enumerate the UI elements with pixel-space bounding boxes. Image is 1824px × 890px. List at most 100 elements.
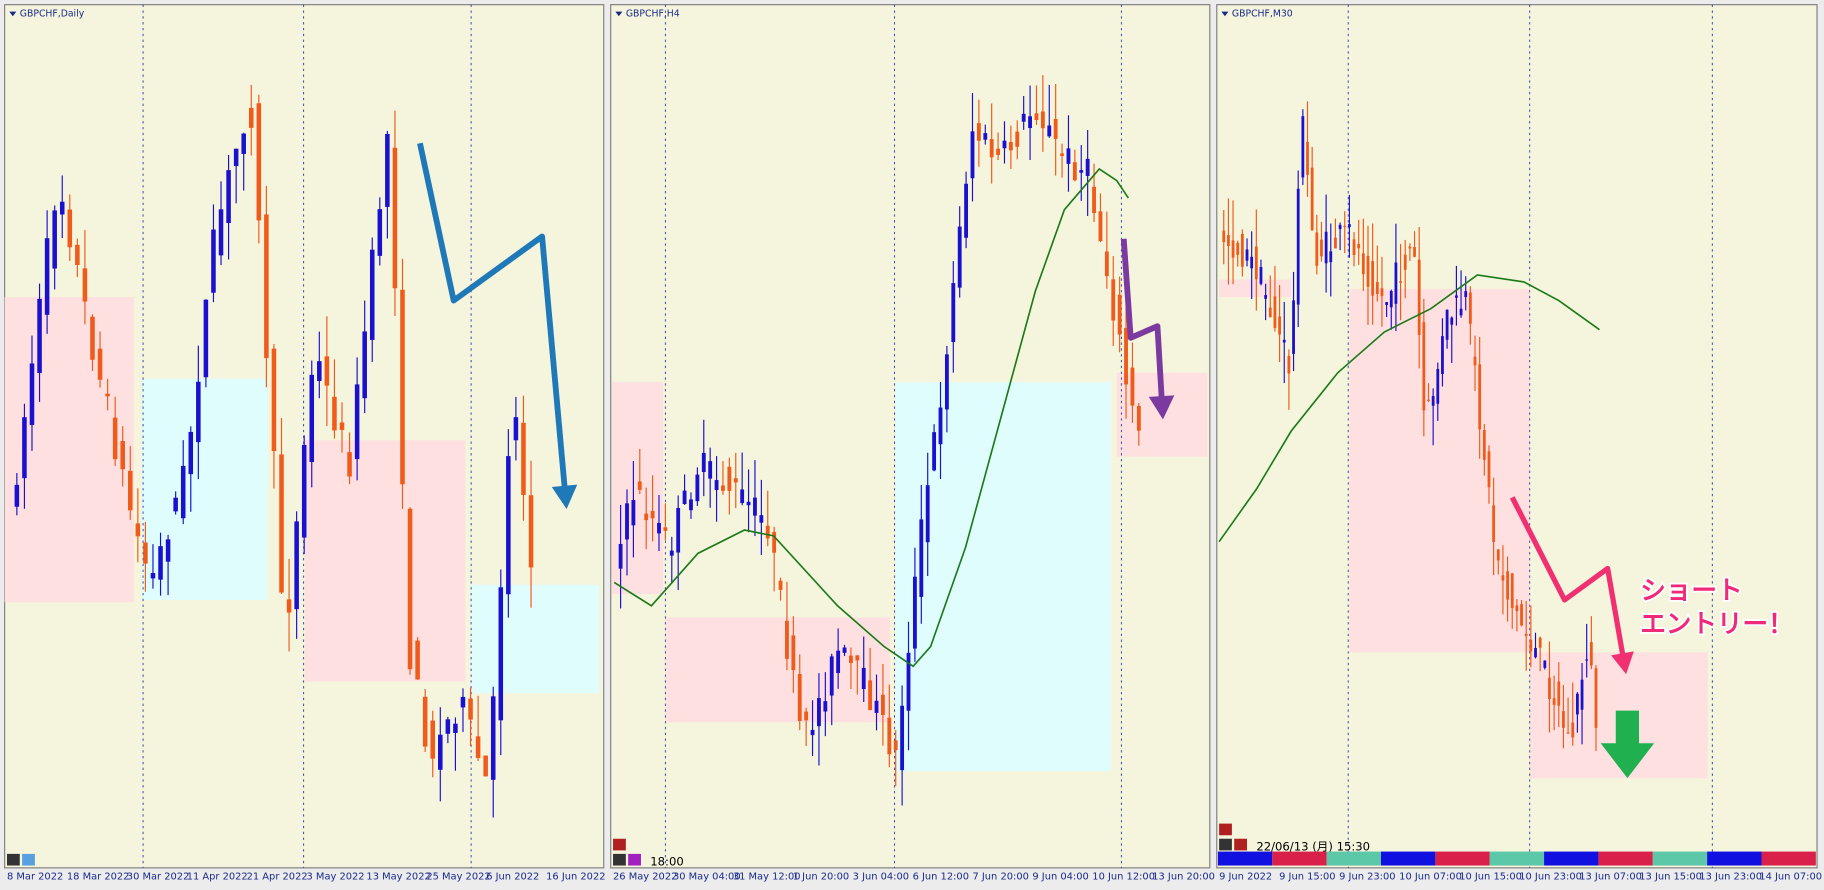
candle-body bbox=[1580, 679, 1584, 710]
candle-body bbox=[1301, 116, 1305, 178]
zone bbox=[304, 440, 466, 682]
candle-body bbox=[1306, 141, 1309, 175]
timestamp: 18:00 bbox=[650, 855, 683, 869]
candle-body bbox=[1250, 256, 1254, 269]
candle-body bbox=[1562, 711, 1565, 728]
candle-body bbox=[1557, 681, 1561, 706]
candle-body bbox=[701, 452, 706, 473]
panel-title: GBPCHF,Daily bbox=[20, 8, 85, 19]
candle-body bbox=[1510, 573, 1514, 608]
candle-body bbox=[753, 497, 757, 516]
candle-body bbox=[714, 480, 719, 491]
candle-body bbox=[765, 525, 770, 539]
candle-body bbox=[989, 139, 994, 158]
candle-body bbox=[97, 348, 103, 380]
candle-body bbox=[944, 354, 949, 410]
candle-body bbox=[1375, 281, 1379, 295]
candle-body bbox=[1236, 242, 1240, 255]
candle-body bbox=[143, 542, 148, 564]
icon bbox=[613, 853, 626, 866]
candle-body bbox=[1268, 307, 1272, 318]
annotation: エントリー！ bbox=[1640, 610, 1794, 640]
candle-body bbox=[498, 587, 504, 721]
candle-body bbox=[996, 148, 1001, 155]
candle-body bbox=[67, 209, 73, 248]
candle-body bbox=[1487, 451, 1491, 488]
x-axis-label: 13 Jun 15:00 bbox=[1639, 872, 1702, 883]
candle-body bbox=[1506, 571, 1509, 600]
candle-body bbox=[1389, 291, 1393, 308]
x-axis-label: 16 Jun 2022 bbox=[546, 872, 605, 883]
candle-body bbox=[1515, 605, 1519, 612]
candle-body bbox=[657, 522, 661, 534]
candle-body bbox=[1575, 693, 1579, 715]
x-axis-label: 9 Jun 15:00 bbox=[1279, 872, 1335, 883]
candle-body bbox=[309, 374, 315, 463]
candle-body bbox=[1060, 153, 1064, 156]
candle-body bbox=[906, 652, 911, 711]
candle-body bbox=[1385, 302, 1389, 305]
candle-body bbox=[158, 546, 163, 580]
indicator-segment bbox=[1435, 851, 1490, 866]
candle-body bbox=[746, 501, 751, 506]
timestamp: 22/06/13 (月) 15:30 bbox=[1256, 839, 1370, 853]
x-axis-label: 13 Jun 20:00 bbox=[1152, 872, 1215, 883]
candle-body bbox=[211, 229, 216, 293]
candle-body bbox=[919, 519, 924, 597]
candle-body bbox=[804, 711, 809, 721]
candle-body bbox=[317, 361, 322, 381]
candle-body bbox=[1450, 317, 1454, 325]
candle-body bbox=[1072, 162, 1077, 181]
candle-body bbox=[970, 131, 975, 179]
candle-body bbox=[483, 755, 488, 777]
candle-body bbox=[650, 510, 655, 519]
candle-body bbox=[676, 507, 681, 553]
indicator-segment bbox=[1544, 851, 1599, 866]
x-axis-label: 10 Jun 15:00 bbox=[1459, 872, 1522, 883]
candle-body bbox=[1366, 255, 1370, 287]
arrow-head bbox=[551, 484, 578, 510]
candle-body bbox=[1130, 367, 1135, 406]
x-axis-label: 10 Jun 07:00 bbox=[1399, 872, 1462, 883]
candle-body bbox=[976, 123, 981, 141]
candle-body bbox=[1315, 232, 1319, 266]
candle-body bbox=[1124, 327, 1128, 385]
icon bbox=[628, 853, 641, 866]
candle-body bbox=[1085, 158, 1090, 176]
x-axis-label: 6 Jun 2022 bbox=[486, 872, 539, 883]
candle-body bbox=[1320, 239, 1323, 257]
candle-body bbox=[663, 527, 668, 531]
candle-body bbox=[861, 667, 866, 690]
candle-body bbox=[631, 499, 636, 526]
candle-body bbox=[964, 183, 969, 238]
trend-arrow bbox=[1509, 496, 1627, 663]
panel-title: GBPCHF,H4 bbox=[626, 8, 680, 19]
candle-body bbox=[1324, 231, 1328, 264]
candle-body bbox=[460, 696, 466, 708]
moving-average bbox=[613, 167, 1130, 668]
candle-body bbox=[1403, 254, 1407, 270]
candle-body bbox=[513, 417, 519, 441]
candle-body bbox=[22, 417, 27, 479]
candle-body bbox=[983, 133, 988, 140]
candle-body bbox=[618, 543, 623, 569]
candle-body bbox=[1361, 253, 1365, 275]
candle-body bbox=[1552, 698, 1556, 705]
indicator-segment bbox=[1217, 851, 1273, 866]
x-axis-label: 8 Mar 2022 bbox=[7, 872, 63, 883]
candle-body bbox=[1496, 549, 1500, 561]
candle-body bbox=[1436, 369, 1440, 404]
panel-title: GBPCHF,M30 bbox=[1232, 8, 1293, 19]
candle-body bbox=[900, 705, 905, 771]
candle-body bbox=[1352, 239, 1356, 255]
candle-body bbox=[407, 508, 413, 670]
title-marker bbox=[1221, 11, 1229, 17]
candle-body bbox=[1441, 336, 1444, 374]
icon bbox=[1219, 838, 1232, 851]
candle-body bbox=[392, 147, 398, 289]
candle-body bbox=[347, 452, 352, 477]
candle-body bbox=[332, 396, 337, 431]
candle-body bbox=[173, 497, 178, 512]
candle-body bbox=[951, 283, 956, 343]
candle-body bbox=[1492, 505, 1496, 543]
